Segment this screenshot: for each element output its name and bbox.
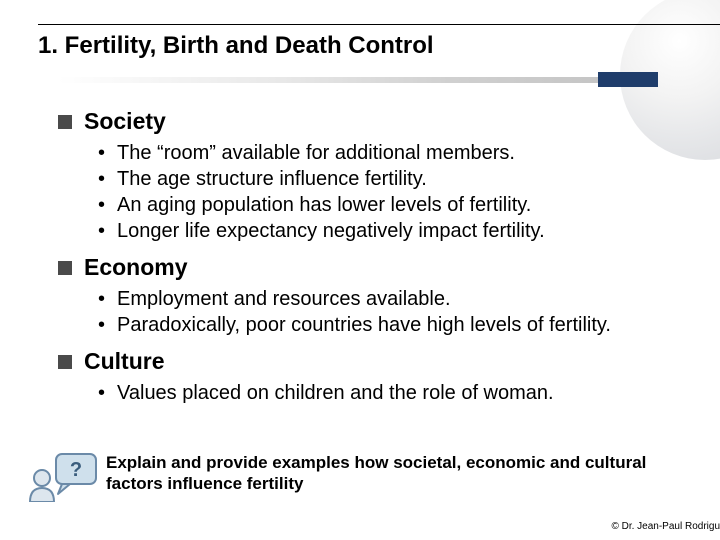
bullet-text: Paradoxically, poor countries have high … [117,313,611,338]
bullet-dot-icon: • [98,193,105,218]
bullet-square-icon [58,261,72,275]
bullet-dot-icon: • [98,167,105,192]
section-society: Society • The “room” available for additi… [58,108,658,244]
slide: 1. Fertility, Birth and Death Control So… [0,0,720,540]
bullet-text: Employment and resources available. [117,287,451,312]
bullet-dot-icon: • [98,381,105,406]
bullet-item: • The age structure influence fertility. [98,167,658,192]
bullet-item: • Employment and resources available. [98,287,658,312]
copyright-footer: © Dr. Jean-Paul Rodrigu [611,521,720,532]
top-rule [38,24,720,25]
bullet-square-icon [58,355,72,369]
bullet-item: • An aging population has lower levels of… [98,193,658,218]
prompt-area: ? Explain and provide examples how socie… [28,452,688,502]
bullet-text: Values placed on children and the role o… [117,381,554,406]
section-title: Culture [84,348,165,375]
question-person-icon: ? [28,452,100,502]
bullet-dot-icon: • [98,141,105,166]
bullet-dot-icon: • [98,313,105,338]
accent-bar [38,72,658,94]
svg-text:?: ? [70,459,82,481]
section-title: Economy [84,254,188,281]
bullet-text: The “room” available for additional memb… [117,141,515,166]
bullet-dot-icon: • [98,219,105,244]
bullet-square-icon [58,115,72,129]
bullet-text: Longer life expectancy negatively impact… [117,219,545,244]
bullet-list: • Values placed on children and the role … [98,381,658,406]
gradient-bar [58,77,618,83]
section-economy: Economy • Employment and resources availa… [58,254,658,338]
section-head: Society [58,108,658,135]
bullet-dot-icon: • [98,287,105,312]
slide-title: 1. Fertility, Birth and Death Control [38,32,434,60]
section-culture: Culture • Values placed on children and t… [58,348,658,406]
bullet-item: • Longer life expectancy negatively impac… [98,219,658,244]
section-title: Society [84,108,166,135]
bullet-list: • The “room” available for additional mem… [98,141,658,244]
bullet-list: • Employment and resources available. • Pa… [98,287,658,338]
blue-bar [598,72,658,87]
bullet-text: An aging population has lower levels of … [117,193,531,218]
prompt-text: Explain and provide examples how societa… [106,452,688,495]
bullet-item: • Values placed on children and the role … [98,381,658,406]
section-head: Culture [58,348,658,375]
section-head: Economy [58,254,658,281]
bullet-text: The age structure influence fertility. [117,167,427,192]
bullet-item: • Paradoxically, poor countries have high… [98,313,658,338]
content-area: Society • The “room” available for additi… [58,108,658,416]
bullet-item: • The “room” available for additional mem… [98,141,658,166]
